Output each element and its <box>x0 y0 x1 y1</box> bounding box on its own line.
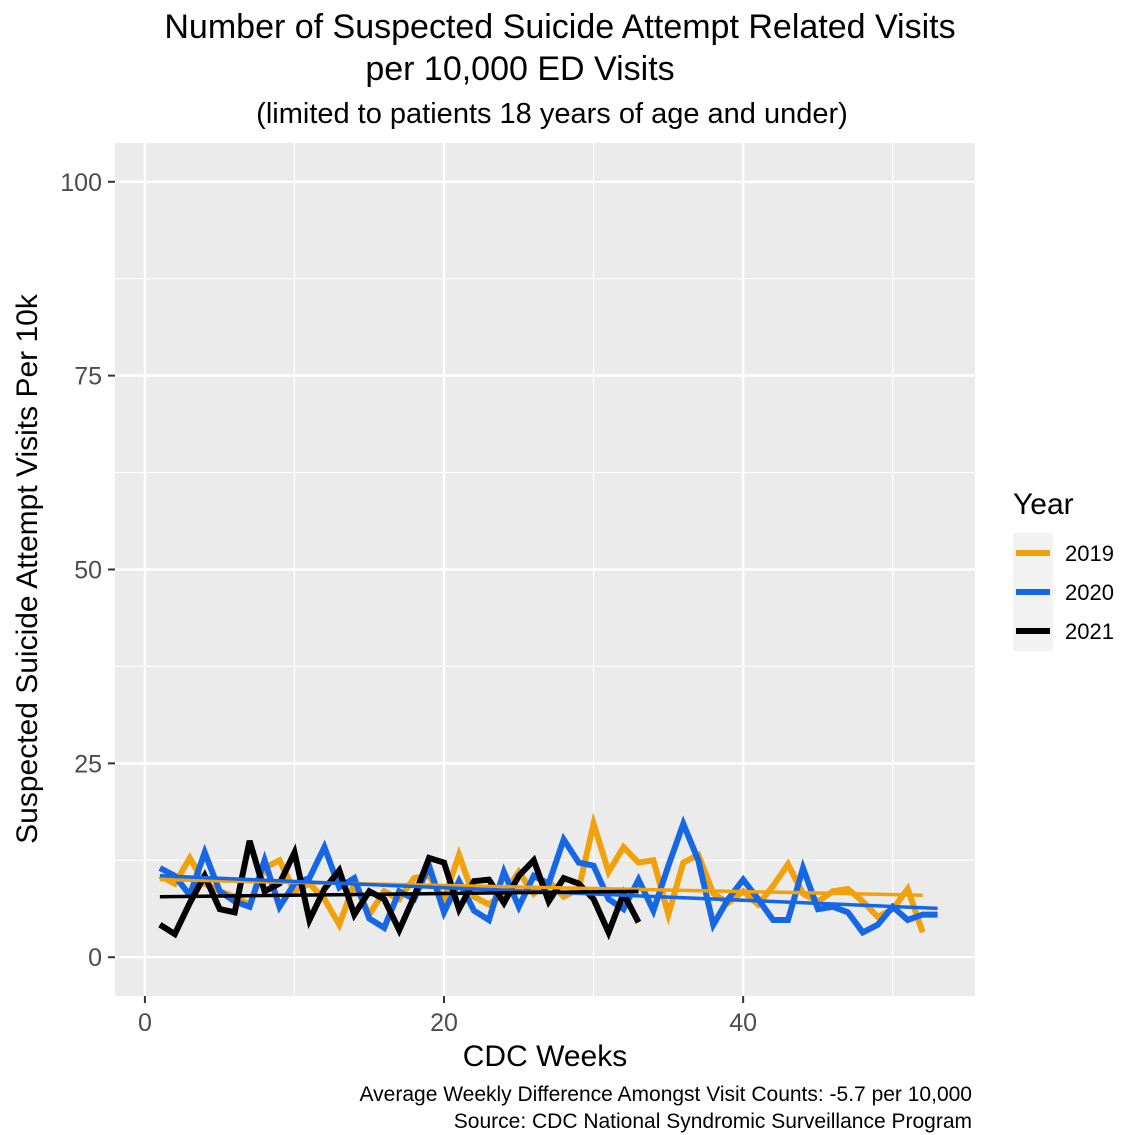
caption-line-1: Average Weekly Difference Amongst Visit … <box>360 1083 972 1106</box>
legend-label-2020: 2020 <box>1065 580 1114 605</box>
series-line-2021 <box>158 840 642 941</box>
legend-label-2021: 2021 <box>1065 619 1114 644</box>
y-tick-label: 75 <box>74 363 102 391</box>
y-axis-label: Suspected Suicide Attempt Visits Per 10k <box>11 293 44 844</box>
chart-title-line2: per 10,000 ED Visits <box>365 50 674 88</box>
x-axis-label: CDC Weeks <box>463 1040 627 1073</box>
caption-line-2: Source: CDC National Syndromic Surveilla… <box>454 1110 972 1133</box>
y-tick-label: 0 <box>88 944 102 972</box>
trendline-layer <box>159 874 938 911</box>
legend-title: Year <box>1013 488 1074 521</box>
legend-label-2019: 2019 <box>1065 541 1114 566</box>
x-tick-label: 40 <box>729 1009 757 1037</box>
x-tick-label: 0 <box>138 1009 152 1037</box>
chart-subtitle: (limited to patients 18 years of age and… <box>256 98 848 130</box>
chart-title: Number of Suspected Suicide Attempt Rela… <box>164 8 955 46</box>
y-tick-label: 100 <box>60 169 102 197</box>
y-tick-label: 25 <box>74 750 102 778</box>
grid-major <box>115 143 975 996</box>
trendline-2021 <box>159 889 639 899</box>
axis-ticks: 0 20 40 0 25 50 75 100 <box>60 169 757 1037</box>
x-tick-label: 20 <box>430 1009 458 1037</box>
legend: Year 2019 2020 2021 <box>1013 488 1114 651</box>
series-line-2020 <box>158 815 938 937</box>
y-tick-label: 50 <box>74 557 102 585</box>
